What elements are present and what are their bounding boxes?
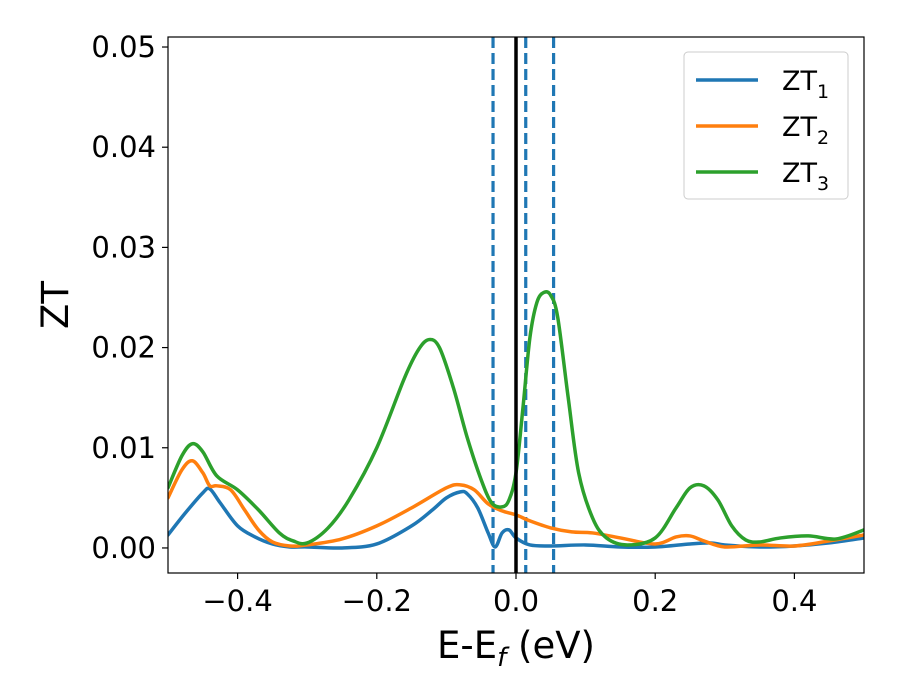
x-tick-label: −0.4 xyxy=(202,584,272,618)
x-axis: −0.4 −0.2 0.0 0.2 0.4 xyxy=(202,573,817,618)
y-tick-label: 0.02 xyxy=(91,331,156,365)
y-tick-label: 0.04 xyxy=(91,130,156,164)
series-line-zt1 xyxy=(168,486,864,550)
x-axis-title-main: E-E xyxy=(437,624,497,667)
y-axis-title: ZT xyxy=(34,281,77,329)
x-axis-title-unit: (eV) xyxy=(506,624,595,667)
x-tick-label: 0.0 xyxy=(493,584,539,618)
legend-box xyxy=(683,51,849,200)
y-tick-label: 0.00 xyxy=(91,531,156,565)
x-tick-label: −0.2 xyxy=(342,584,412,618)
x-tick-label: 0.2 xyxy=(632,584,678,618)
series-line-zt2 xyxy=(168,459,864,549)
reference-lines xyxy=(491,37,556,573)
x-tick-label: 0.4 xyxy=(771,584,817,618)
y-axis: 0.00 0.01 0.02 0.03 0.04 0.05 xyxy=(91,30,168,565)
legend-label: ZT2 xyxy=(782,112,829,149)
plot-area xyxy=(168,37,864,573)
y-tick-label: 0.01 xyxy=(91,431,156,465)
legend-label: ZT1 xyxy=(782,66,829,103)
y-tick-label: 0.03 xyxy=(91,230,156,264)
legend: ZT1 ZT2 ZT3 xyxy=(683,51,849,200)
legend-label: ZT3 xyxy=(782,158,829,195)
x-axis-title: E-Ef (eV) xyxy=(437,624,595,673)
y-tick-label: 0.05 xyxy=(91,30,156,64)
